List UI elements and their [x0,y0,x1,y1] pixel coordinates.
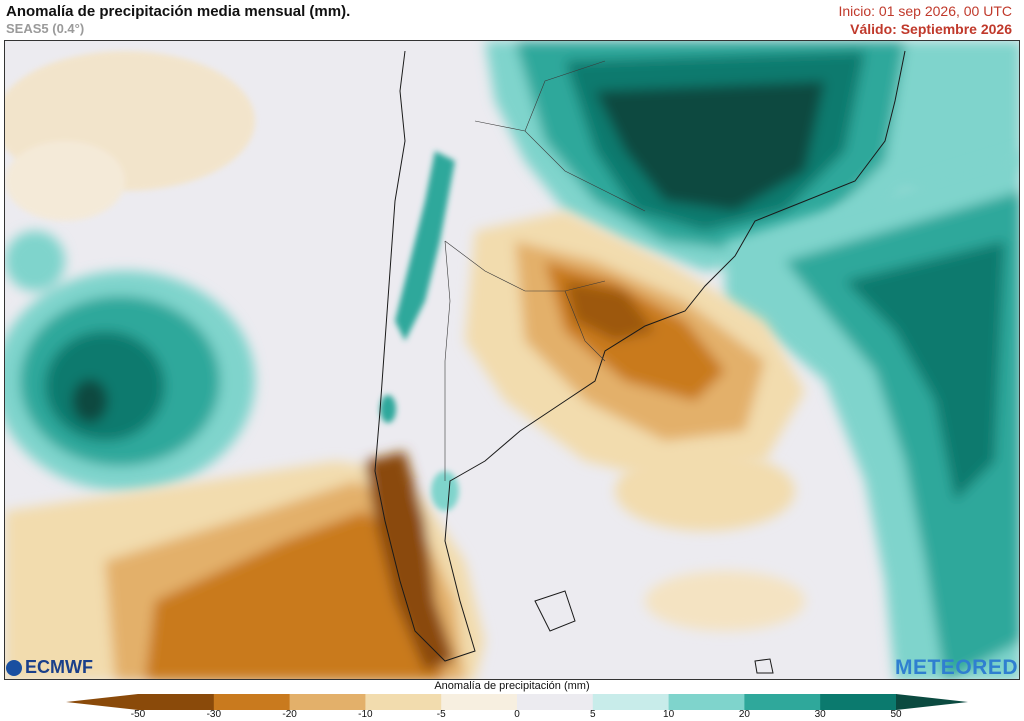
colorbar-tick-label: 20 [738,709,750,720]
colorbar-tick-label: -30 [206,709,222,720]
colorbar-tick-label: -20 [282,709,297,720]
map-title: Anomalía de precipitación media mensual … [6,3,351,20]
colorbar-tick-label: -5 [436,709,446,720]
meteored-logo: METEORED [894,656,1018,679]
colorbar-segment [213,694,291,710]
pacific-wet-anomaly [5,231,255,491]
colorbar-left-arrow [66,694,138,710]
colorbar-segment [365,694,442,710]
south-atlantic-wet-band [725,151,1019,679]
colorbar-tick-label: 30 [814,709,826,720]
init-time: Inicio: 01 sep 2026, 00 UTC [838,3,1012,19]
colorbar-tick-label: 0 [514,709,520,720]
colorbar-segment [441,694,518,710]
model-subtitle: SEAS5 (0.4°) [6,21,85,36]
colorbar-labels: -50 -30 -20 -10 -5 0 5 10 20 30 50 [0,709,1024,721]
colorbar-tick-label: 5 [590,709,596,720]
andes-wet-streak [380,151,459,511]
colorbar-segment [517,694,594,710]
patagonia-dry-anomaly [5,451,485,679]
colorbar-right-arrow [896,694,968,710]
colorbar-tick-label: 50 [890,709,902,720]
colorbar-segment [820,694,897,710]
colorbar-segment [744,694,821,710]
colorbar-segment [289,694,366,710]
ecmwf-logo: ECMWF [6,657,93,678]
colorbar-tick-label: -10 [358,709,373,720]
south-america-coastline [374,50,906,674]
colorbar-title: Anomalía de precipitación (mm) [434,680,590,692]
colorbar-segment [668,694,745,710]
colorbar-tick-label: 10 [663,709,675,720]
ecmwf-logo-text: ECMWF [25,657,93,677]
atlantic-light-dry-patches [615,451,805,631]
la-plata-dry-anomaly [465,211,805,481]
map-canvas [5,41,1019,679]
valid-time: Válido: Septiembre 2026 [850,21,1012,37]
pacific-nw-dry-pattern [5,51,255,221]
colorbar-tick-label: -50 [130,709,146,720]
ecmwf-logo-icon [6,659,22,676]
colorbar [66,694,968,710]
country-borders [444,60,646,481]
colorbar-segment [138,694,215,710]
precipitation-anomaly-map [4,40,1020,680]
colorbar-segment [592,694,670,710]
